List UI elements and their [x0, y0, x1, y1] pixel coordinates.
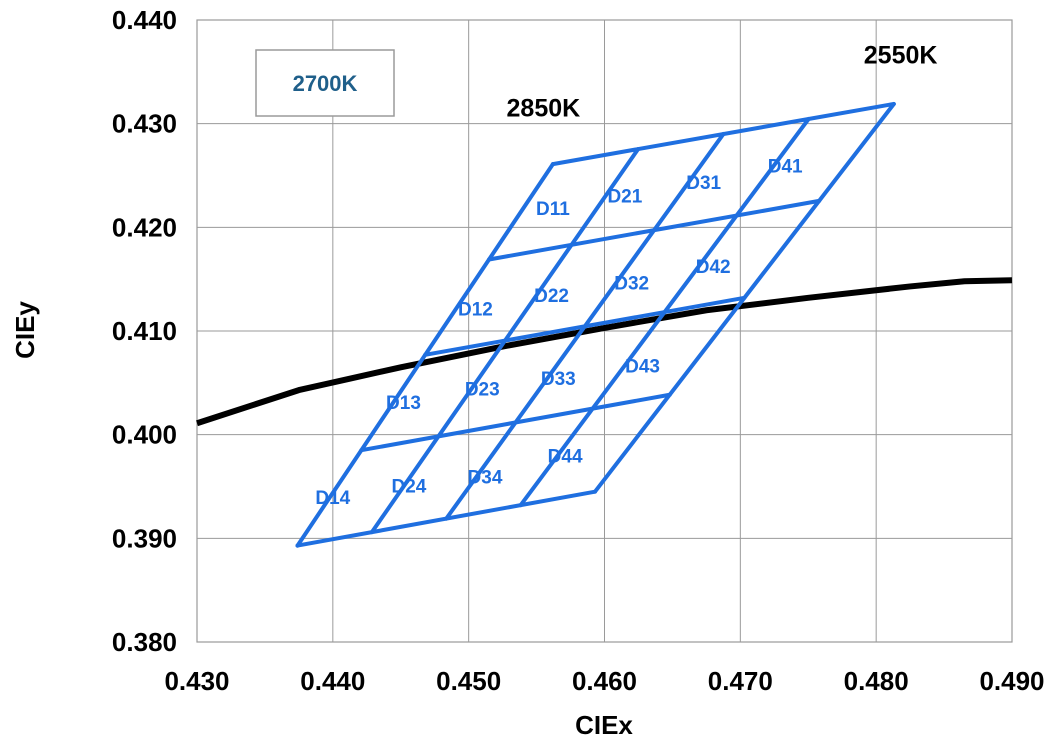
bin-label-d23: D23 [465, 379, 500, 400]
y-axis-title: CIEy [10, 301, 40, 359]
y-tick-label: 0.410 [112, 316, 177, 346]
bin-label-d21: D21 [607, 186, 642, 207]
y-tick-label: 0.440 [112, 5, 177, 35]
y-tick-label: 0.430 [112, 109, 177, 139]
x-tick-label: 0.490 [979, 666, 1044, 696]
bin-gridline-horizontal [423, 295, 747, 357]
bin-label-d13: D13 [386, 393, 421, 414]
tick-labels: 0.430 0.440 0.450 0.460 0.470 0.480 0.490 0.380… [112, 5, 1045, 696]
legend-box: 2700K [255, 49, 395, 117]
x-tick-label: 0.430 [164, 666, 229, 696]
bin-label-d12: D12 [458, 299, 493, 320]
y-tick-label: 0.390 [112, 523, 177, 553]
bin-gridline-vertical [592, 101, 896, 494]
x-tick-label: 0.470 [708, 666, 773, 696]
x-tick-label: 0.460 [572, 666, 637, 696]
legend-text: 2700K [293, 71, 358, 96]
bin-label-d32: D32 [614, 274, 649, 295]
cct-label: 2550K [864, 42, 938, 70]
x-tick-label: 0.480 [844, 666, 909, 696]
bin-gridline-horizontal [359, 392, 672, 453]
cct-labels: 2850K 2550K [507, 42, 938, 123]
bin-label-d33: D33 [541, 369, 576, 390]
bin-label-d11: D11 [536, 199, 570, 220]
bin-label-d34: D34 [468, 467, 503, 488]
bin-label-d22: D22 [534, 286, 569, 307]
plot-border [196, 19, 1013, 643]
y-tick-label: 0.380 [112, 627, 177, 657]
planckian-locus [196, 277, 1013, 427]
bin-label-d42: D42 [696, 257, 731, 278]
y-tick-label: 0.400 [112, 420, 177, 450]
bin-labels: D11 D21 D31 D41 D12 D22 D32 D42 D13 D23 D33 D43 D14 D… [315, 156, 803, 509]
plot-frame [196, 19, 1013, 643]
bin-gridline-horizontal [295, 489, 597, 548]
bin-label-d31: D31 [686, 173, 721, 194]
bin-grid [295, 101, 896, 548]
bin-gridline-vertical [518, 117, 811, 508]
bin-label-d44: D44 [548, 447, 583, 468]
x-axis-title: CIEx [575, 710, 633, 740]
bin-label-d41: D41 [768, 156, 803, 177]
x-tick-label: 0.440 [300, 666, 365, 696]
cct-label: 2850K [507, 94, 581, 122]
bin-label-d14: D14 [315, 488, 350, 509]
bin-label-d43: D43 [625, 356, 660, 377]
y-tick-label: 0.420 [112, 212, 177, 242]
x-tick-label: 0.450 [436, 666, 501, 696]
bin-label-d24: D24 [391, 477, 426, 498]
blackbody-curve [196, 277, 1013, 427]
